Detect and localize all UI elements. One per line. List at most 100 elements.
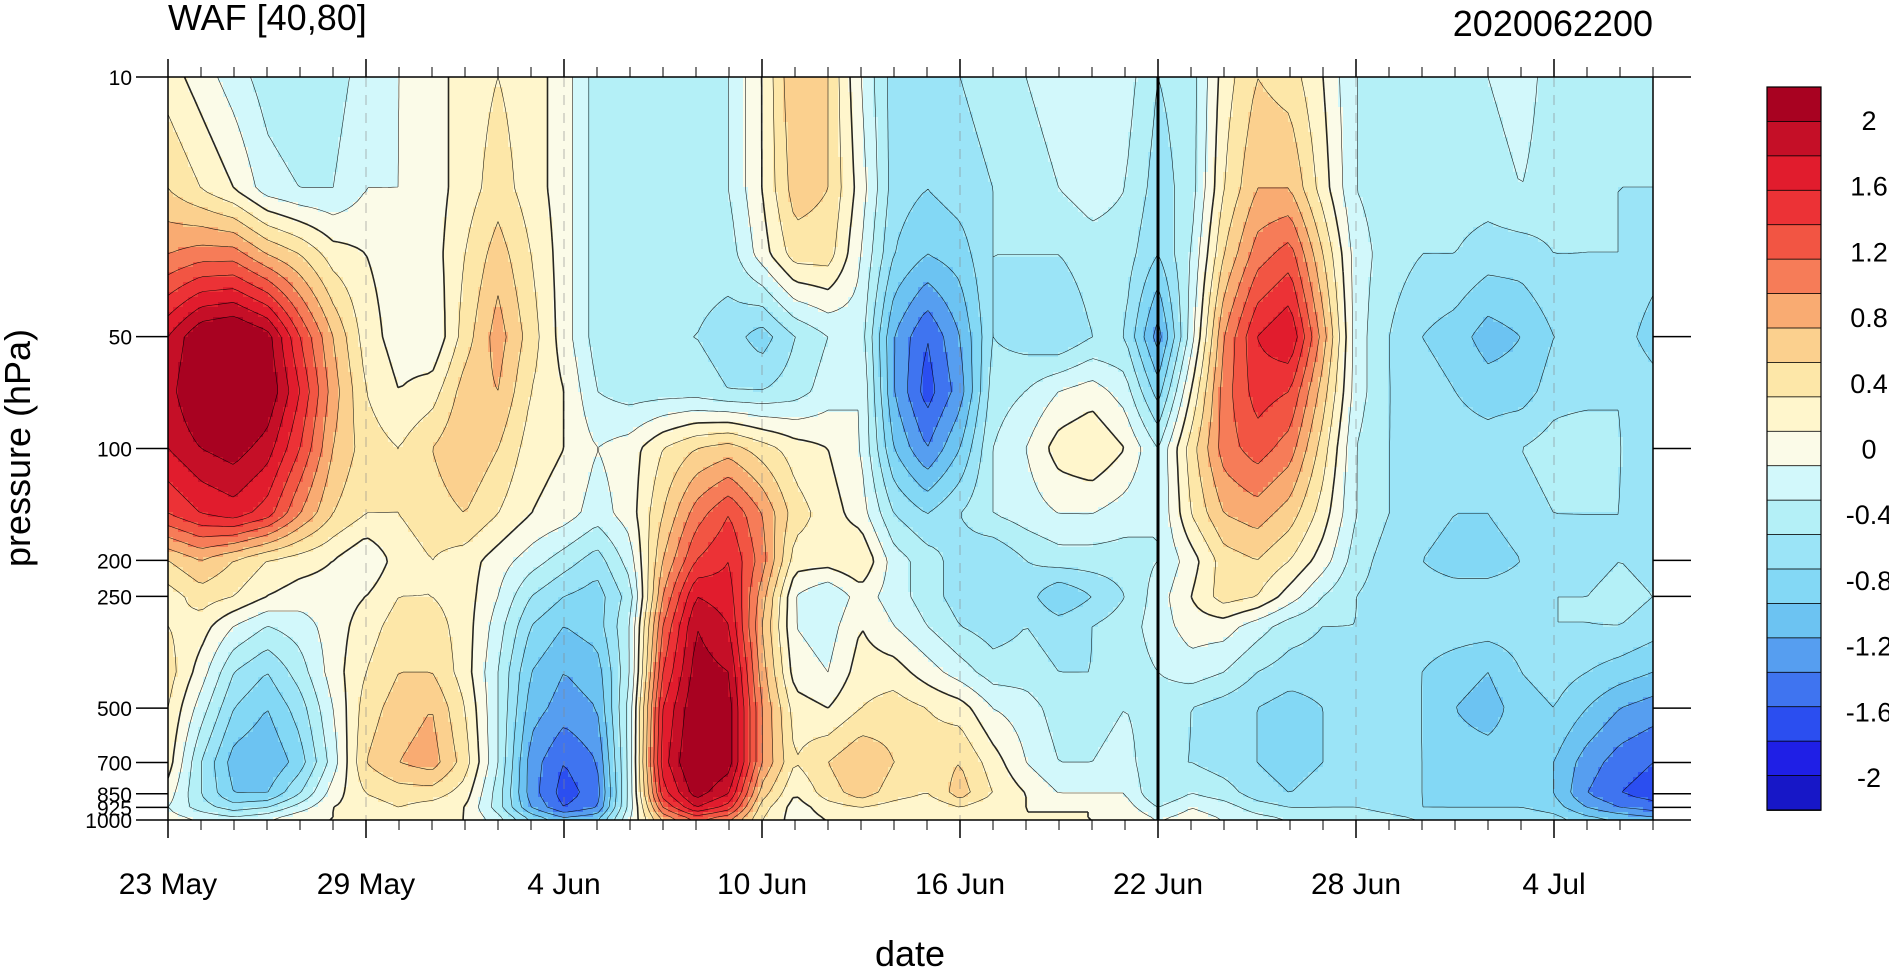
field-cell — [753, 82, 759, 88]
field-cell — [223, 82, 229, 88]
field-cell — [1413, 77, 1419, 83]
field-cell — [578, 87, 584, 93]
field-cell — [1643, 82, 1649, 88]
field-cell — [513, 77, 519, 83]
field-cell — [313, 82, 319, 88]
field-cell — [253, 77, 259, 83]
field-cell — [1568, 82, 1574, 88]
field-cell — [503, 87, 509, 93]
field-cell — [1223, 77, 1229, 83]
field-cell — [593, 87, 599, 93]
field-cell — [913, 82, 919, 88]
field-cell — [1623, 77, 1629, 83]
field-cell — [1003, 82, 1009, 88]
field-cell — [483, 87, 489, 93]
field-cell — [1278, 77, 1284, 83]
field-cell — [1508, 82, 1514, 88]
field-cell — [1068, 77, 1074, 83]
field-cell — [983, 77, 989, 83]
field-cell — [238, 87, 244, 93]
field-cell — [203, 87, 209, 93]
field-cell — [893, 77, 899, 83]
field-cell — [518, 82, 524, 88]
field-cell — [928, 82, 934, 88]
field-cell — [438, 82, 444, 88]
field-cell — [638, 82, 644, 88]
field-cell — [468, 87, 474, 93]
field-cell — [328, 87, 334, 93]
field-cell — [768, 82, 774, 88]
field-cell — [548, 87, 554, 93]
field-cell — [728, 87, 734, 93]
field-cell — [1178, 77, 1184, 83]
field-cell — [1428, 77, 1434, 83]
field-cell — [793, 77, 799, 83]
field-cell — [1493, 82, 1499, 88]
field-cell — [238, 77, 244, 83]
field-cell — [338, 87, 344, 93]
field-cell — [1103, 82, 1109, 88]
field-cell — [1043, 77, 1049, 83]
field-cell — [803, 82, 809, 88]
field-cell — [603, 87, 609, 93]
field-cell — [628, 82, 634, 88]
field-cell — [698, 82, 704, 88]
field-cell — [1163, 77, 1169, 83]
field-cell — [328, 77, 334, 83]
field-cell — [793, 87, 799, 93]
field-cell — [1633, 82, 1639, 88]
field-cell — [1078, 77, 1084, 83]
field-cell — [703, 82, 709, 88]
field-cell — [798, 77, 804, 83]
field-cell — [203, 82, 209, 88]
field-cell — [678, 82, 684, 88]
field-cell — [1533, 77, 1539, 83]
field-cell — [263, 77, 269, 83]
field-cell — [438, 77, 444, 83]
field-cell — [1463, 82, 1469, 88]
field-cell — [983, 82, 989, 88]
field-cell — [1418, 82, 1424, 88]
field-cell — [1033, 77, 1039, 83]
field-cell — [1393, 82, 1399, 88]
field-cell — [1268, 77, 1274, 83]
field-cell — [233, 87, 239, 93]
field-cell — [318, 82, 324, 88]
field-cell — [953, 87, 959, 93]
field-cell — [413, 87, 419, 93]
field-cell — [1293, 82, 1299, 88]
field-cell — [228, 82, 234, 88]
field-cell — [583, 87, 589, 93]
field-cell — [458, 87, 464, 93]
field-cell — [1398, 77, 1404, 83]
field-cell — [583, 82, 589, 88]
field-cell — [1038, 77, 1044, 83]
field-cell — [633, 87, 639, 93]
field-cell — [793, 82, 799, 88]
field-cell — [208, 87, 214, 93]
field-cell — [953, 82, 959, 88]
field-cell — [1578, 77, 1584, 83]
field-cell — [1108, 82, 1114, 88]
field-cell — [403, 82, 409, 88]
field-cell — [968, 87, 974, 93]
field-cell — [513, 87, 519, 93]
field-cell — [313, 77, 319, 83]
field-cell — [673, 82, 679, 88]
field-cell — [593, 82, 599, 88]
field-cell — [648, 87, 654, 93]
field-cell — [873, 82, 879, 88]
field-cell — [963, 77, 969, 83]
field-cell — [478, 82, 484, 88]
field-cell — [888, 82, 894, 88]
field-cell — [603, 82, 609, 88]
field-cell — [858, 87, 864, 93]
field-cell — [178, 77, 184, 83]
field-cell — [748, 77, 754, 83]
field-cell — [1548, 82, 1554, 88]
field-cell — [508, 77, 514, 83]
field-cell — [663, 82, 669, 88]
field-cell — [923, 87, 929, 93]
field-cell — [908, 77, 914, 83]
field-cell — [1483, 82, 1489, 88]
